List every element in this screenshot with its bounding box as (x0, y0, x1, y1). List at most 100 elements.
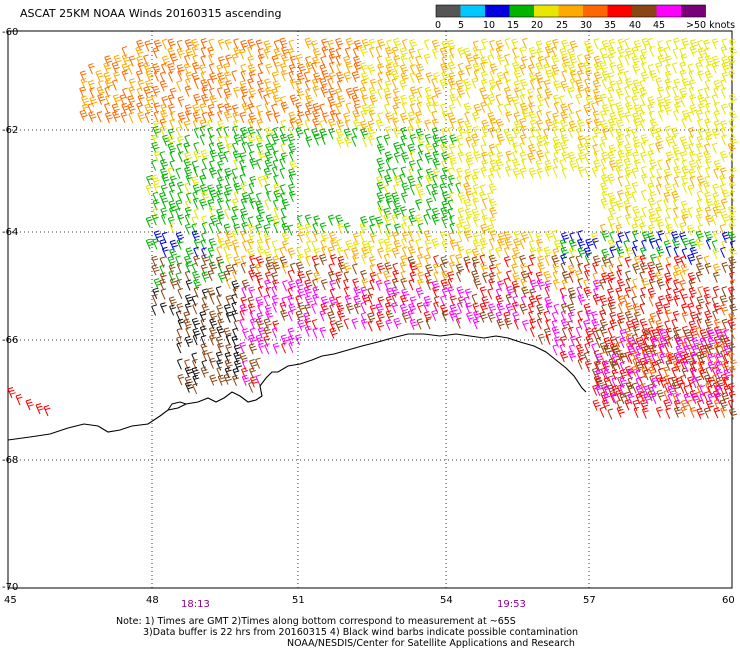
wind-barb (167, 142, 176, 154)
wind-barb (577, 262, 584, 274)
wind-barb (248, 334, 257, 346)
wind-barb (568, 271, 575, 283)
wind-barb (592, 293, 601, 306)
wind-barb (487, 93, 496, 106)
wind-barb (675, 345, 684, 357)
wind-barb (87, 63, 95, 75)
wind-barb (707, 393, 715, 405)
wind-barb (673, 279, 680, 291)
wind-barb (720, 360, 729, 372)
wind-barb (376, 271, 383, 284)
wind-barb (640, 141, 647, 153)
wind-barb (225, 311, 233, 323)
wind-barb (191, 160, 198, 172)
wind-barb (705, 238, 712, 250)
wind-barb (312, 117, 321, 130)
wind-barb (679, 270, 686, 282)
wind-barb (719, 295, 728, 307)
wind-barb (559, 350, 569, 363)
wind-barb (631, 285, 637, 297)
wind-barb (176, 358, 183, 370)
wind-barb (407, 309, 415, 321)
wind-barb (543, 141, 550, 153)
wind-barb (655, 127, 663, 139)
wind-barb (207, 119, 213, 131)
wind-barb (392, 37, 402, 50)
wind-barb (631, 167, 639, 179)
wind-barb (647, 150, 655, 162)
wind-barb (456, 175, 462, 187)
wind-barb (96, 111, 103, 123)
wind-barb (699, 369, 707, 381)
wind-barb (455, 317, 462, 329)
wind-barb (424, 119, 432, 131)
wind-barb (247, 46, 253, 58)
wind-barb (631, 223, 639, 235)
wind-barb (728, 205, 737, 217)
wind-barb (273, 183, 282, 195)
wind-barb (175, 272, 182, 284)
wind-barb (240, 126, 249, 138)
wind-barb (255, 334, 264, 346)
wind-barb (472, 318, 480, 330)
wind-barb (615, 240, 622, 252)
wind-barb (679, 87, 688, 99)
wind-barb (248, 381, 254, 393)
wind-barb (593, 94, 603, 106)
wind-barb (425, 278, 433, 291)
wind-barb (504, 53, 510, 66)
lat-label: -62 (2, 125, 18, 136)
wind-barb (577, 358, 584, 370)
wind-barb (687, 224, 696, 236)
wind-barb (665, 327, 673, 339)
wind-barb (617, 232, 625, 244)
wind-barb (297, 271, 306, 283)
wind-barb (664, 70, 672, 82)
wind-barb (392, 104, 400, 116)
wind-barb (192, 61, 201, 74)
wind-barb (561, 70, 567, 82)
wind-barb (512, 126, 521, 138)
wind-barb (192, 358, 198, 371)
wind-barb (409, 296, 417, 308)
coast-inlet (167, 401, 187, 411)
wind-barb (145, 216, 153, 228)
wind-barb (345, 37, 354, 49)
wind-barb (721, 62, 730, 74)
wind-barb (649, 159, 658, 171)
wind-barb (256, 158, 262, 170)
wind-barb (593, 38, 600, 50)
wind-barb (673, 109, 679, 121)
wind-barb (257, 53, 265, 65)
wind-barb (651, 393, 658, 405)
wind-barb (353, 61, 362, 74)
wind-barb (728, 213, 737, 225)
wind-barb (465, 136, 473, 148)
wind-barb (201, 157, 208, 169)
wind-barb (271, 272, 279, 284)
wind-barb (703, 286, 710, 298)
wind-barb (359, 230, 366, 243)
wind-barb (487, 288, 493, 300)
wind-barb (169, 278, 179, 290)
wind-barb (688, 70, 695, 82)
wind-barb (480, 262, 489, 274)
wind-barb (176, 238, 184, 250)
wind-barb (705, 135, 713, 147)
wind-barb (439, 78, 448, 90)
wind-barb (728, 365, 736, 377)
wind-barb (545, 230, 554, 242)
wind-barb (522, 319, 529, 332)
wind-barb (177, 214, 185, 226)
wind-barb (447, 207, 454, 220)
wind-barb (167, 103, 175, 115)
wind-barb (255, 134, 264, 146)
wind-barb (256, 245, 266, 258)
wind-barb (369, 264, 376, 276)
wind-barb (193, 197, 199, 209)
wind-barb (616, 45, 626, 58)
wind-barb (536, 78, 544, 90)
wind-barb (192, 382, 198, 395)
wind-barb (608, 126, 616, 138)
wind-barb (375, 119, 384, 131)
